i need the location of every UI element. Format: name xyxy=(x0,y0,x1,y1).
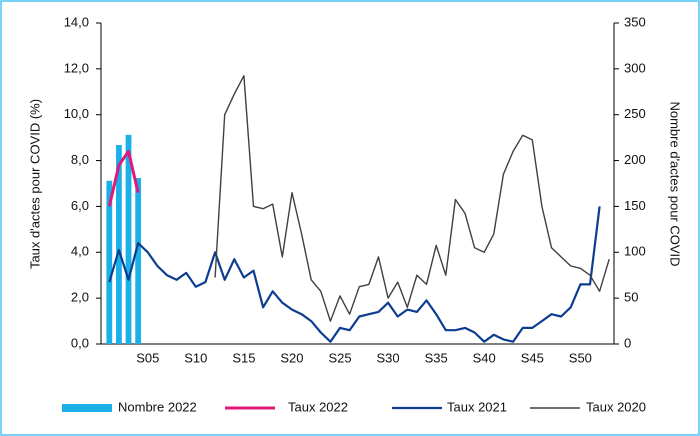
x-tick-label: S20 xyxy=(280,350,303,365)
bar xyxy=(135,177,142,344)
bar xyxy=(106,180,113,344)
y-tick-label: 4,0 xyxy=(71,244,89,259)
y2-tick-label: 100 xyxy=(624,244,646,259)
y2-tick-label: 300 xyxy=(624,60,646,75)
y2-axis-title: Nombre d'actes pour COVID xyxy=(668,101,683,266)
x-tick-label: S40 xyxy=(473,350,496,365)
legend-label: Nombre 2022 xyxy=(118,399,197,414)
legend-label: Taux 2021 xyxy=(447,399,507,414)
y-tick-label: 6,0 xyxy=(71,198,89,213)
x-tick-label: S45 xyxy=(521,350,544,365)
x-tick-label: S05 xyxy=(136,350,159,365)
x-tick-label: S50 xyxy=(569,350,592,365)
y2-tick-label: 50 xyxy=(624,290,638,305)
x-tick-label: S15 xyxy=(232,350,255,365)
legend-label: Taux 2020 xyxy=(586,399,646,414)
y-tick-label: 14,0 xyxy=(64,14,89,29)
x-tick-label: S35 xyxy=(425,350,448,365)
y-tick-label: 0,0 xyxy=(71,335,89,350)
line xyxy=(107,149,140,207)
line xyxy=(108,206,601,343)
bar xyxy=(125,134,132,344)
line xyxy=(214,75,610,322)
y-tick-label: 10,0 xyxy=(64,106,89,121)
y2-tick-label: 350 xyxy=(624,14,646,29)
bar xyxy=(116,144,122,344)
y-tick-label: 12,0 xyxy=(64,60,89,75)
y-tick-label: 8,0 xyxy=(71,152,89,167)
legend-swatch xyxy=(62,404,112,412)
x-tick-label: S10 xyxy=(184,350,207,365)
y-axis-title: Taux d'actes pour COVID (%) xyxy=(27,99,42,269)
y-tick-label: 2,0 xyxy=(71,290,89,305)
y2-tick-label: 150 xyxy=(624,198,646,213)
y2-tick-label: 0 xyxy=(624,335,631,350)
y2-tick-label: 200 xyxy=(624,152,646,167)
legend-label: Taux 2022 xyxy=(288,399,348,414)
x-tick-label: S30 xyxy=(377,350,400,365)
y2-tick-label: 250 xyxy=(624,106,646,121)
x-tick-label: S25 xyxy=(328,350,351,365)
